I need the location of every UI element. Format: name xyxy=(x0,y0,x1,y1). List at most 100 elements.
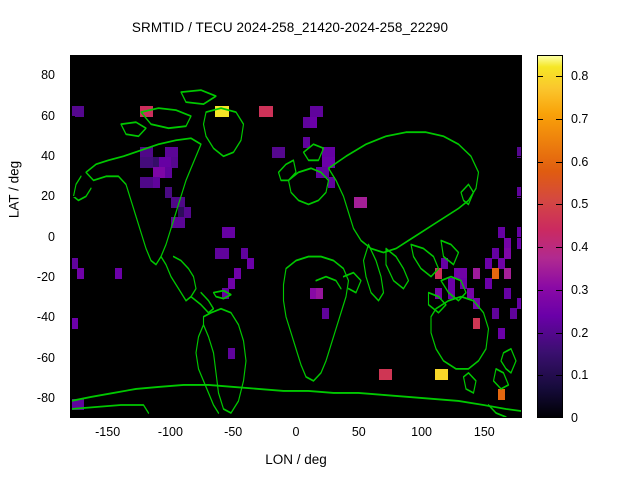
heatmap-cell xyxy=(497,257,505,269)
heatmap-cell xyxy=(466,287,474,299)
y-tick-mark xyxy=(70,317,75,319)
heatmap-cell xyxy=(271,146,279,158)
x-tick-mark xyxy=(296,413,297,418)
y-tick-mark xyxy=(70,397,75,399)
y-tick-label: -20 xyxy=(36,269,55,284)
x-tick-label: -150 xyxy=(95,425,121,439)
x-tick-mark xyxy=(358,413,360,418)
heatmap-cell xyxy=(491,308,499,320)
colorbar-tick-mark xyxy=(556,76,562,78)
y-tick-label: -40 xyxy=(36,310,55,325)
y-tick-mark xyxy=(517,196,522,198)
heatmap-cell xyxy=(77,106,85,118)
heatmap-cell xyxy=(71,257,78,269)
heatmap-cell xyxy=(246,257,254,269)
heatmap-cell xyxy=(227,227,235,239)
x-tick-label: 150 xyxy=(473,425,495,439)
heatmap-cell xyxy=(378,368,386,380)
colorbar-tick-mark xyxy=(537,247,543,249)
x-tick-mark xyxy=(170,55,172,60)
heatmap-cell xyxy=(303,116,311,128)
colorbar-tick-mark xyxy=(556,375,562,377)
colorbar-tick-mark xyxy=(556,119,562,121)
heatmap-cell xyxy=(485,277,493,289)
y-tick-mark xyxy=(70,276,75,278)
heatmap-cell xyxy=(240,247,248,259)
heatmap-cell xyxy=(516,146,521,158)
x-tick-mark xyxy=(107,55,109,60)
colorbar-tick-mark xyxy=(556,204,562,206)
heatmap-cell xyxy=(516,187,521,199)
y-tick-label: 60 xyxy=(41,108,55,123)
x-tick-mark xyxy=(484,55,486,60)
map-plot-area[interactable] xyxy=(70,55,522,418)
y-tick-label: -80 xyxy=(36,390,55,405)
y-axis-label: LAT / deg xyxy=(6,160,22,219)
y-tick-mark xyxy=(517,276,522,278)
y-tick-label: 40 xyxy=(41,148,55,163)
heatmap-cell xyxy=(114,267,122,279)
heatmap-cell xyxy=(315,106,323,118)
x-tick-label: -50 xyxy=(224,425,243,439)
x-tick-mark xyxy=(484,413,486,418)
x-tick-mark xyxy=(170,413,172,418)
heatmap-cell xyxy=(71,106,78,118)
heatmap-cell xyxy=(71,318,78,330)
colorbar-tick-label: 0.8 xyxy=(571,69,589,84)
heatmap-cell xyxy=(303,136,311,148)
x-tick-mark xyxy=(358,55,360,60)
x-tick-mark xyxy=(233,413,235,418)
y-tick-mark xyxy=(517,357,522,359)
colorbar-tick-label: 0.6 xyxy=(571,154,589,169)
y-tick-label: 80 xyxy=(41,68,55,83)
y-tick-label: -60 xyxy=(36,350,55,365)
x-tick-mark xyxy=(421,413,423,418)
heatmap-cell xyxy=(322,146,330,158)
x-tick-label: 0 xyxy=(292,425,300,439)
heatmap-cell xyxy=(77,267,85,279)
y-tick-mark xyxy=(70,196,75,198)
heatmap-cell xyxy=(221,247,229,259)
y-tick-mark xyxy=(517,115,522,117)
heatmap-cell xyxy=(227,277,235,289)
heatmap-cell xyxy=(497,328,505,340)
heatmap-cell xyxy=(460,267,468,279)
heatmap-cell xyxy=(504,267,512,279)
heatmap-cell xyxy=(504,287,512,299)
colorbar-tick-mark xyxy=(556,332,562,334)
colorbar-tick-label: 0.2 xyxy=(571,325,589,340)
y-tick-mark xyxy=(517,155,522,157)
heatmap-cell xyxy=(504,247,512,259)
colorbar-tick-mark xyxy=(537,161,543,163)
colorbar-tick-label: 0.4 xyxy=(571,240,589,255)
colorbar-tick-label: 0.3 xyxy=(571,282,589,297)
heatmap-cell xyxy=(215,247,223,259)
x-tick-label: -100 xyxy=(157,425,183,439)
page-title: SRMTID / TECU 2024-258_21420-2024-258_22… xyxy=(131,20,449,35)
colorbar-tick-mark xyxy=(537,289,543,291)
x-tick-mark xyxy=(107,413,109,418)
heatmap-cell xyxy=(309,106,317,118)
colorbar-tick-label: 0 xyxy=(571,411,578,425)
heatmap-cell xyxy=(435,368,443,380)
x-axis-tick-labels: -150 -100 -50 0 50 100 150 xyxy=(70,423,522,443)
x-axis-label: LON / deg xyxy=(265,452,327,467)
heatmap-cell xyxy=(453,267,461,279)
heatmap-cell xyxy=(516,298,521,309)
colorbar-tick-label: 0.5 xyxy=(571,197,589,212)
y-tick-mark xyxy=(70,155,75,157)
colorbar-tick-label: 0.1 xyxy=(571,368,589,383)
colorbar-tick-mark xyxy=(537,375,543,377)
heatmap-cell xyxy=(472,267,480,279)
heatmap-cell xyxy=(510,308,518,320)
heatmap-cell xyxy=(384,368,392,380)
x-tick-mark xyxy=(296,55,297,60)
heatmap-cell xyxy=(491,247,499,259)
y-tick-mark xyxy=(70,115,75,117)
heatmap-cell xyxy=(278,146,286,158)
x-tick-label: 50 xyxy=(351,425,366,439)
heatmap-cell xyxy=(491,267,499,279)
colorbar[interactable]: 0.8 0.7 0.6 0.5 0.4 0.3 0.2 0.1 0 xyxy=(537,55,637,425)
colorbar-tick-label: 0.7 xyxy=(571,112,589,127)
